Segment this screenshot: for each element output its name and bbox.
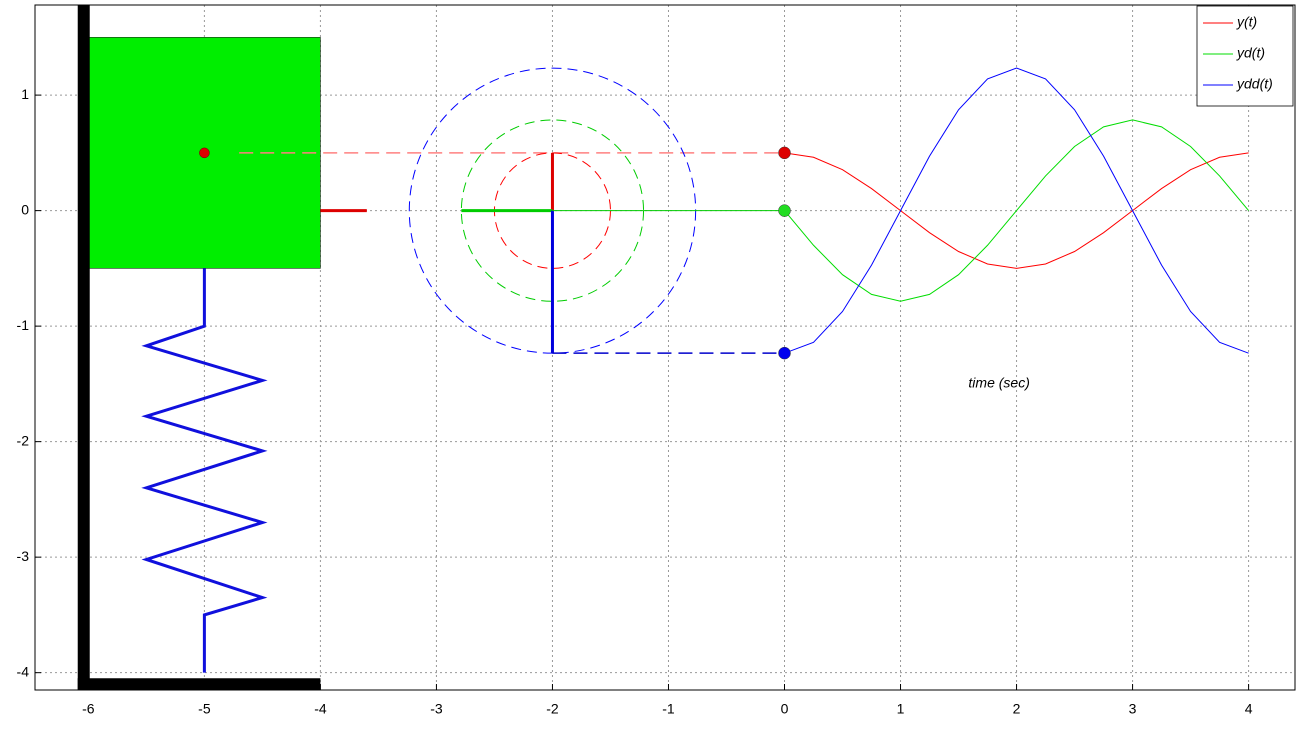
start-dot bbox=[778, 346, 791, 360]
x-tick-label: 1 bbox=[897, 701, 905, 717]
x-tick-label: 4 bbox=[1245, 701, 1253, 717]
x-tick-label: -2 bbox=[546, 701, 559, 717]
legend-label: y(t) bbox=[1236, 14, 1257, 30]
y-tick-label: -3 bbox=[17, 548, 30, 564]
x-tick-label: 3 bbox=[1129, 701, 1137, 717]
x-tick-label: -3 bbox=[430, 701, 443, 717]
series-line bbox=[784, 152, 1249, 269]
legend-label: ydd(t) bbox=[1236, 76, 1273, 92]
series-line bbox=[784, 67, 1249, 354]
plot-border bbox=[34, 4, 1296, 691]
x-tick-label: -4 bbox=[314, 701, 327, 717]
x-tick-label: -6 bbox=[82, 701, 95, 717]
series-line bbox=[784, 119, 1249, 302]
x-tick-label: 2 bbox=[1013, 701, 1021, 717]
y-tick-label: 1 bbox=[21, 86, 29, 102]
y-tick-label: -1 bbox=[17, 317, 30, 333]
y-tick-label: -2 bbox=[17, 432, 30, 448]
x-tick-label: -1 bbox=[662, 701, 675, 717]
x-tick-label: -5 bbox=[198, 701, 211, 717]
y-tick-label: 0 bbox=[21, 201, 29, 217]
annotation: time (sec) bbox=[968, 375, 1029, 391]
y-tick-label: -4 bbox=[17, 663, 30, 679]
legend-label: yd(t) bbox=[1236, 45, 1265, 61]
mass-center bbox=[199, 147, 210, 159]
x-tick-label: 0 bbox=[781, 701, 789, 717]
start-dot bbox=[778, 146, 791, 160]
start-dot bbox=[778, 204, 791, 217]
spring bbox=[141, 268, 268, 673]
